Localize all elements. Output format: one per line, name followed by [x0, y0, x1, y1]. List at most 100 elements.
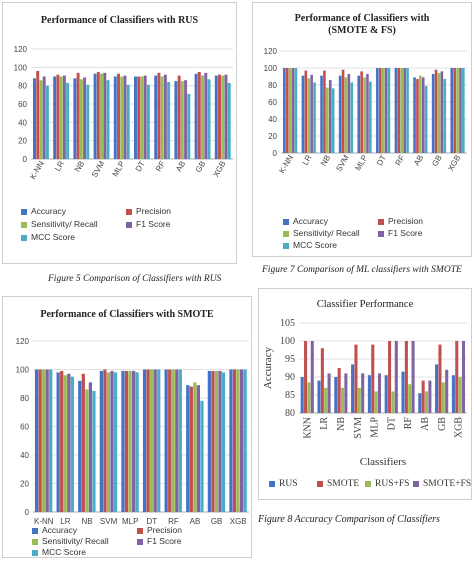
- legend-label: Accuracy: [293, 216, 328, 226]
- legend-label: Sensitivity/ Recall: [293, 228, 360, 238]
- legend-label: Precision: [147, 525, 182, 535]
- x-tick-label: DT: [134, 159, 147, 173]
- legend-label: Sensitivity/ Recall: [31, 219, 98, 229]
- bar-xgb-precision: [218, 74, 221, 159]
- legend-swatch: [365, 480, 371, 487]
- bar-xgb-mcc-score: [462, 68, 465, 153]
- legend-swatch: [21, 221, 27, 228]
- bar-lr-precision: [56, 74, 60, 159]
- bar-rf-rus: [401, 371, 405, 413]
- x-tick-label: AB: [174, 160, 187, 174]
- bar-k-nn-precision: [38, 369, 42, 512]
- y-tick-label: 60: [18, 100, 27, 109]
- figure-caption: Figure 8 Accuracy Comparison of Classifi…: [258, 514, 440, 525]
- bar-svm-accuracy: [99, 370, 103, 512]
- legend-swatch: [283, 230, 289, 237]
- bar-k-nn-sensitivity-recall: [42, 369, 46, 512]
- y-tick-label: 95: [285, 354, 295, 365]
- bar-ab-mcc-score: [187, 93, 191, 159]
- legend-item-f1-score: F1 Score: [378, 228, 423, 238]
- bar-lr-f1-score: [67, 373, 71, 512]
- y-tick-label: 0: [25, 508, 30, 517]
- bar-rf-accuracy: [154, 75, 158, 159]
- x-tick-label: K-NN: [34, 517, 54, 526]
- legend-item-rus-fs: RUS+FS: [365, 479, 409, 489]
- x-tick-label: RF: [403, 417, 414, 430]
- bar-ab-sensitivity-recall: [419, 75, 422, 153]
- legend-item-precision: Precision: [378, 216, 423, 226]
- bar-lr-accuracy: [301, 75, 305, 153]
- bar-dt-sensitivity-recall: [140, 76, 144, 159]
- bar-ab-f1-score: [421, 77, 425, 153]
- bar-xgb-smote: [455, 341, 459, 413]
- bar-mlp-f1-score: [131, 370, 136, 512]
- bar-rf-mcc-score: [178, 369, 182, 512]
- bar-rf-precision: [397, 68, 401, 153]
- bar-rf-smote: [404, 341, 408, 413]
- legend-label: MCC Score: [42, 547, 86, 557]
- x-tick-label: SVM: [90, 159, 107, 179]
- bar-rf-accuracy: [394, 68, 398, 153]
- y-axis-label: Accuracy: [262, 346, 274, 389]
- bar-mlp-precision: [117, 73, 120, 159]
- legend-item-accuracy: Accuracy: [283, 216, 328, 226]
- bar-nb-accuracy: [78, 380, 82, 512]
- legend-label: MCC Score: [31, 232, 75, 242]
- bar-k-nn-mcc-score: [49, 369, 53, 512]
- x-tick-label: AB: [412, 154, 425, 168]
- bar-ab-sensitivity-recall: [180, 81, 184, 159]
- y-tick-label: 20: [18, 137, 27, 146]
- bar-ab-precision: [416, 79, 419, 153]
- figure-caption: Figure 5 Comparison of Classifiers with …: [48, 274, 222, 284]
- bar-nb-f1-score: [83, 77, 87, 159]
- bar-xgb-mcc-score: [227, 82, 231, 159]
- bar-gb-mcc-score: [207, 79, 211, 159]
- bar-lr-accuracy: [53, 76, 57, 159]
- legend-swatch: [32, 549, 38, 556]
- bar-mlp-mcc-score: [126, 84, 130, 159]
- bar-xgb-sensitivity-recall: [236, 369, 240, 512]
- bar-nb-mcc-score: [331, 88, 335, 153]
- x-tick-label: LR: [60, 517, 70, 526]
- x-tick-label: GB: [430, 154, 444, 169]
- bar-xgb-accuracy: [450, 68, 454, 153]
- legend-swatch: [283, 218, 289, 225]
- bar-dt-mcc-score: [157, 369, 161, 512]
- y-tick-label: 85: [285, 390, 295, 401]
- x-tick-label: GB: [437, 417, 448, 431]
- bar-svm-f1-score: [110, 370, 114, 512]
- bar-lr-accuracy: [56, 372, 60, 512]
- legend-swatch: [378, 218, 384, 225]
- x-tick-label: DT: [386, 417, 397, 430]
- bar-rf-f1-score: [403, 68, 406, 153]
- bar-k-nn-precision: [285, 68, 289, 153]
- bar-lr-sensitivity-recall: [307, 78, 311, 153]
- bar-svm-accuracy: [338, 75, 342, 153]
- legend-item-mcc-score: MCC Score: [32, 547, 86, 557]
- legend-label: Precision: [136, 206, 171, 216]
- bar-svm-smote-fs: [361, 373, 365, 413]
- x-tick-label: LR: [53, 159, 66, 173]
- bar-dt-smote: [388, 341, 392, 413]
- chart-legend: Accuracy Precision Sensitivity/ Recall F1 S…: [283, 216, 468, 256]
- bar-nb-precision: [81, 373, 85, 512]
- bar-ab-accuracy: [186, 385, 190, 512]
- x-tick-label: MLP: [353, 154, 369, 173]
- bar-gb-f1-score: [218, 370, 222, 512]
- bar-nb-smote-fs: [344, 373, 348, 413]
- bar-xgb-precision: [453, 68, 456, 153]
- bar-lr-smote-fs: [327, 373, 331, 413]
- legend-item-mcc-score: MCC Score: [21, 232, 75, 242]
- bar-ab-precision: [177, 75, 181, 159]
- bar-lr-precision: [60, 370, 64, 512]
- chart-smote-plot: 0 20 40 60 80 100 120 K-NN LR NB SVM MLP DT RF AB GB XGB: [16, 337, 249, 526]
- legend-swatch: [126, 221, 132, 228]
- legend-swatch: [32, 527, 38, 534]
- x-tick-label: RF: [154, 159, 167, 173]
- bar-nb-precision: [323, 70, 326, 153]
- bar-dt-accuracy: [142, 369, 147, 512]
- legend-label: RUS+FS: [375, 479, 410, 489]
- y-tick-label: 120: [264, 47, 278, 56]
- bar-mlp-sensitivity-recall: [120, 76, 124, 159]
- x-tick-label: XGB: [454, 417, 465, 438]
